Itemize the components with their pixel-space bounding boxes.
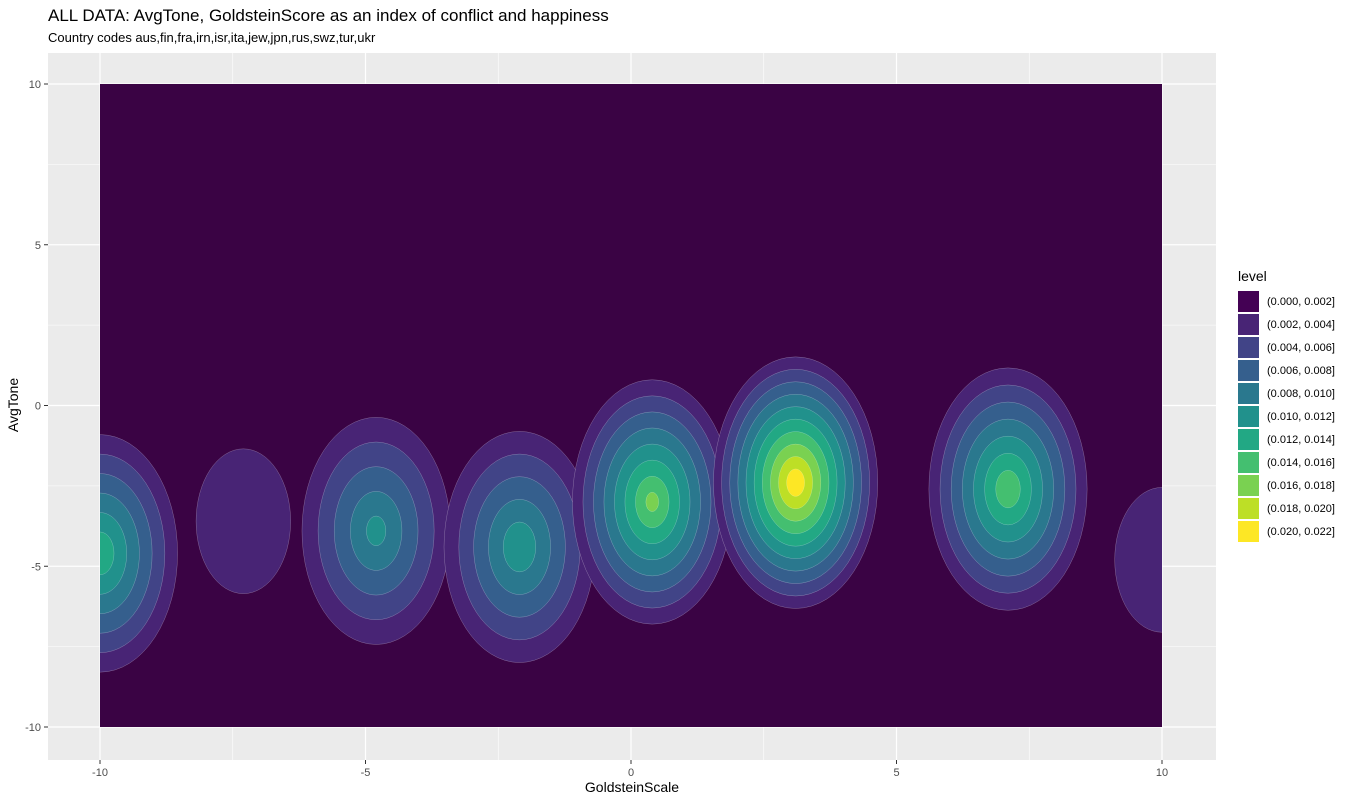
legend-swatch xyxy=(1238,291,1259,312)
contour-band xyxy=(366,515,387,546)
y-tick-label: -5 xyxy=(31,561,41,573)
contour-fills xyxy=(100,356,1162,673)
legend-swatch xyxy=(1238,360,1259,381)
legend-label: (0.020, 0.022] xyxy=(1267,526,1335,538)
legend: level (0.000, 0.002] (0.002, 0.004] (0.004… xyxy=(1238,268,1335,542)
legend-label: (0.006, 0.008] xyxy=(1267,365,1335,377)
legend-swatch xyxy=(1238,475,1259,496)
y-axis-ticks: 10 5 0 -5 -10 xyxy=(25,79,48,734)
legend-swatch xyxy=(1238,452,1259,473)
y-tick-label: 5 xyxy=(35,240,41,252)
y-tick-label: 0 xyxy=(35,401,41,413)
legend-swatch xyxy=(1238,498,1259,519)
legend-swatch xyxy=(1238,314,1259,335)
contour-band xyxy=(786,468,805,497)
x-tick-label: -5 xyxy=(361,767,371,779)
legend-label: (0.004, 0.006] xyxy=(1267,342,1335,354)
contour-band xyxy=(1114,487,1162,633)
legend-title: level xyxy=(1238,268,1267,284)
legend-swatch xyxy=(1238,521,1259,542)
contour-band xyxy=(502,521,537,573)
chart-subtitle: Country codes aus,fin,fra,irn,isr,ita,je… xyxy=(48,30,376,45)
x-tick-label: -10 xyxy=(92,767,108,779)
x-axis-ticks: -10 -5 0 5 10 xyxy=(92,760,1168,779)
contour-band xyxy=(100,531,115,576)
legend-label: (0.010, 0.012] xyxy=(1267,411,1335,423)
x-axis-title: GoldsteinScale xyxy=(585,779,679,795)
legend-swatch xyxy=(1238,383,1259,404)
x-tick-label: 5 xyxy=(893,767,899,779)
legend-swatch xyxy=(1238,406,1259,427)
legend-label: (0.018, 0.020] xyxy=(1267,503,1335,515)
legend-label: (0.002, 0.004] xyxy=(1267,319,1335,331)
x-tick-label: 10 xyxy=(1156,767,1168,779)
legend-label: (0.012, 0.014] xyxy=(1267,434,1335,446)
x-tick-label: 0 xyxy=(628,767,634,779)
legend-swatch xyxy=(1238,337,1259,358)
y-axis-title: AvgTone xyxy=(5,378,21,432)
legend-label: (0.014, 0.016] xyxy=(1267,457,1335,469)
legend-swatch xyxy=(1238,429,1259,450)
contour-band xyxy=(995,470,1021,509)
y-tick-label: 10 xyxy=(29,79,41,91)
legend-items: (0.000, 0.002] (0.002, 0.004] (0.004, 0.00… xyxy=(1238,291,1335,542)
y-tick-label: -10 xyxy=(25,722,41,734)
legend-label: (0.000, 0.002] xyxy=(1267,296,1335,308)
contour-band xyxy=(195,448,291,594)
legend-label: (0.016, 0.018] xyxy=(1267,480,1335,492)
contour-band xyxy=(645,492,659,512)
chart-title: ALL DATA: AvgTone, GoldsteinScore as an … xyxy=(48,6,609,25)
legend-label: (0.008, 0.010] xyxy=(1267,388,1335,400)
